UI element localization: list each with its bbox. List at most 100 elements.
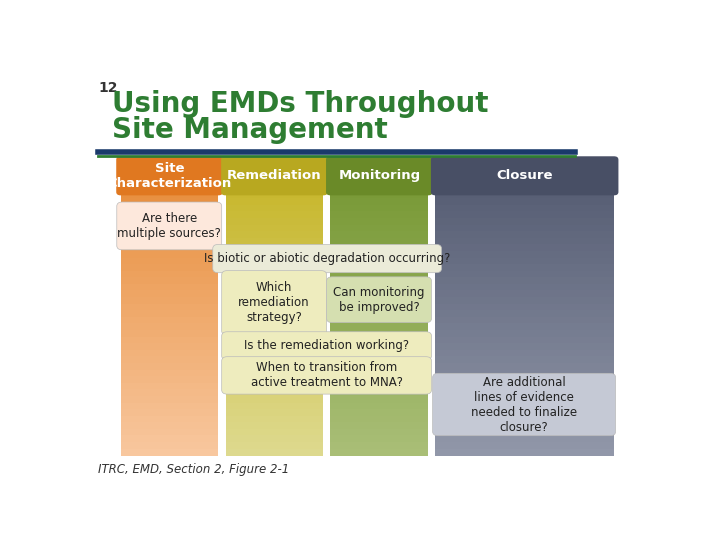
Bar (330, 416, 428, 423)
FancyBboxPatch shape (222, 332, 431, 360)
Bar (330, 291, 428, 298)
Bar (330, 422, 428, 429)
Bar (436, 231, 614, 238)
Bar (121, 356, 218, 363)
Bar (436, 238, 614, 245)
Bar (330, 363, 428, 370)
Bar (330, 218, 428, 225)
Bar (225, 389, 323, 396)
Bar (436, 291, 614, 298)
Bar (225, 317, 323, 324)
Bar (121, 343, 218, 350)
Bar (436, 416, 614, 423)
Bar (121, 369, 218, 376)
Bar (436, 356, 614, 363)
Text: Remediation: Remediation (227, 170, 322, 183)
Bar (121, 323, 218, 330)
Bar (330, 317, 428, 324)
Bar (121, 336, 218, 343)
Text: When to transition from
active treatment to MNA?: When to transition from active treatment… (251, 361, 402, 389)
Text: Is biotic or abiotic degradation occurring?: Is biotic or abiotic degradation occurri… (204, 252, 450, 265)
Bar (436, 278, 614, 284)
Text: ITRC, EMD, Section 2, Figure 2-1: ITRC, EMD, Section 2, Figure 2-1 (99, 463, 289, 476)
Bar (330, 303, 428, 310)
Bar (436, 449, 614, 456)
FancyBboxPatch shape (117, 202, 222, 250)
Bar (436, 422, 614, 429)
Bar (330, 205, 428, 212)
Bar (121, 264, 218, 271)
Bar (330, 383, 428, 390)
Bar (121, 422, 218, 429)
Bar (225, 422, 323, 429)
Bar (436, 383, 614, 390)
FancyBboxPatch shape (116, 156, 222, 195)
FancyBboxPatch shape (327, 277, 431, 322)
Text: Site
Characterization: Site Characterization (107, 162, 232, 190)
Bar (330, 225, 428, 232)
Text: Which
remediation
strategy?: Which remediation strategy? (238, 281, 310, 325)
Bar (436, 192, 614, 199)
Bar (436, 336, 614, 343)
Bar (436, 389, 614, 396)
Bar (330, 198, 428, 205)
Bar (121, 442, 218, 449)
Bar (330, 369, 428, 376)
Bar (225, 278, 323, 284)
Bar (436, 271, 614, 278)
Bar (121, 435, 218, 442)
Bar (330, 192, 428, 199)
Bar (436, 409, 614, 416)
Bar (330, 389, 428, 396)
Bar (225, 251, 323, 258)
Bar (225, 244, 323, 251)
Bar (121, 291, 218, 298)
Bar (121, 238, 218, 245)
Bar (121, 244, 218, 251)
Bar (225, 303, 323, 310)
Text: Are additional
lines of evidence
needed to finalize
closure?: Are additional lines of evidence needed … (471, 375, 577, 434)
Bar (225, 297, 323, 304)
Bar (330, 376, 428, 383)
Bar (225, 402, 323, 409)
Bar (436, 218, 614, 225)
Text: Closure: Closure (496, 170, 553, 183)
Bar (225, 350, 323, 357)
Bar (436, 303, 614, 310)
Bar (121, 363, 218, 370)
Bar (436, 350, 614, 357)
Bar (225, 416, 323, 423)
Bar (121, 317, 218, 324)
Bar (330, 330, 428, 337)
Bar (436, 435, 614, 442)
Bar (121, 409, 218, 416)
Bar (225, 218, 323, 225)
Bar (225, 291, 323, 298)
Bar (436, 369, 614, 376)
Bar (121, 231, 218, 238)
Bar (121, 449, 218, 456)
Bar (330, 429, 428, 436)
Bar (225, 396, 323, 403)
Bar (436, 297, 614, 304)
Bar (436, 225, 614, 232)
Bar (330, 323, 428, 330)
Bar (330, 251, 428, 258)
FancyBboxPatch shape (221, 156, 328, 195)
Bar (330, 396, 428, 403)
Bar (121, 225, 218, 232)
FancyBboxPatch shape (213, 245, 441, 273)
Bar (225, 343, 323, 350)
Bar (121, 205, 218, 212)
Bar (330, 244, 428, 251)
Bar (121, 350, 218, 357)
Bar (436, 396, 614, 403)
Bar (225, 449, 323, 456)
Bar (121, 383, 218, 390)
Bar (436, 402, 614, 409)
Bar (225, 330, 323, 337)
Bar (225, 409, 323, 416)
Bar (225, 383, 323, 390)
Bar (121, 258, 218, 265)
Bar (121, 330, 218, 337)
